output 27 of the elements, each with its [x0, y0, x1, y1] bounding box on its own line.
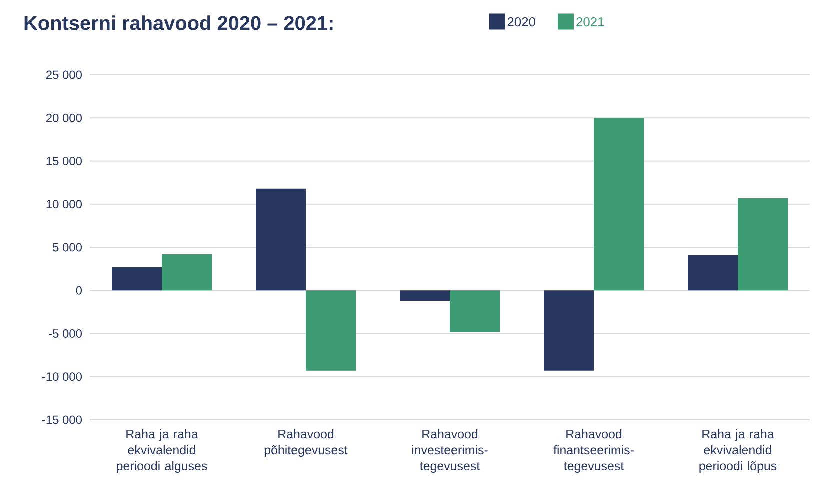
bar	[594, 118, 644, 291]
bar	[544, 290, 594, 371]
bar	[738, 198, 788, 291]
bar	[688, 255, 738, 291]
y-tick-label: -10 000	[42, 372, 82, 382]
bar	[162, 254, 212, 291]
bar	[400, 290, 450, 301]
chart-title: Kontserni rahavood 2020 – 2021:	[24, 16, 333, 30]
y-tick-label: 15 000	[46, 157, 82, 166]
y-tick-label: 20 000	[46, 114, 82, 122]
y-tick-label: -5 000	[49, 330, 82, 338]
y-tick-label: 10 000	[46, 200, 82, 209]
x-tick-label: Rahavood investeerimis-tegevusest	[412, 430, 488, 474]
legend-label: 2021	[576, 17, 604, 27]
x-tick-label: Raha ja raha ekvivalendid perioodi lõpus	[700, 430, 777, 474]
x-tick-label: Raha ja raha ekvivalendid perioodi alguses	[117, 430, 208, 474]
y-tick-label: 0	[76, 286, 82, 295]
legend-label: 2020	[508, 17, 536, 27]
y-tick-label: -15 000	[42, 416, 82, 424]
bar	[306, 290, 356, 371]
x-tick-label: Rahavood finantseerimis-tegevusest	[554, 430, 634, 474]
bar	[450, 290, 500, 332]
x-tick-label: Rahavood põhitegevusest	[264, 430, 348, 458]
bar	[256, 188, 306, 291]
y-tick-label: 25 000	[46, 70, 82, 80]
y-tick-label: 5 000	[53, 243, 82, 252]
bar	[112, 267, 162, 291]
